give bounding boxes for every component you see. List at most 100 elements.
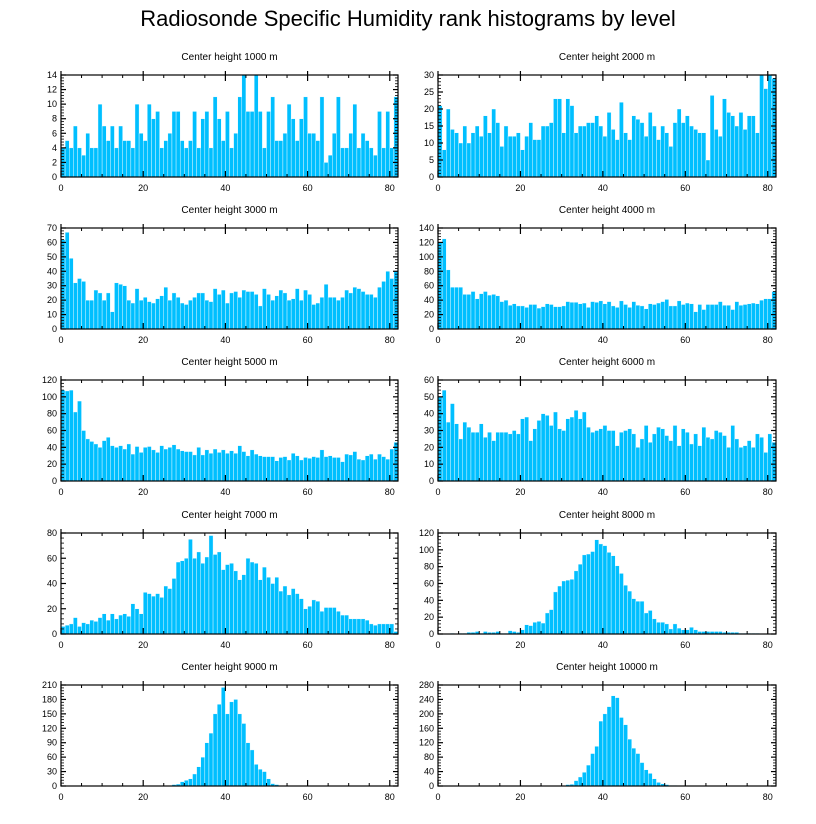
y-tick-label: 40 (424, 595, 434, 605)
histogram-bar (726, 112, 731, 178)
panel-title: Center height 8000 m (559, 510, 655, 521)
panel-2: Center height 2000 m 0 20 40 60 80 0 5 10 15 20 25 3… (424, 52, 777, 193)
y-tick-label: 50 (424, 392, 434, 402)
histogram-bar (557, 428, 562, 482)
y-tick-label: 120 (419, 528, 434, 538)
histogram-bar (225, 564, 230, 635)
histogram-bar (610, 695, 616, 787)
histogram-bar (709, 438, 715, 482)
x-tick-label: 60 (303, 335, 313, 345)
histogram-bar (278, 457, 284, 482)
histogram-bar (118, 614, 123, 635)
histogram-bar (730, 425, 735, 482)
histogram-bar (586, 764, 591, 787)
histogram-bar (249, 449, 255, 482)
histogram-bar (356, 618, 362, 635)
y-tick-label: 25 (424, 87, 434, 97)
histogram-bar (697, 304, 703, 330)
histogram-bar (606, 552, 612, 635)
histogram-bar (200, 118, 206, 178)
histogram-bar (241, 723, 247, 787)
histogram-bar (278, 289, 284, 330)
histogram-bar (134, 446, 140, 482)
histogram-bar (200, 756, 206, 787)
histogram-bar (639, 600, 645, 635)
histogram-bar (221, 140, 226, 178)
histogram-bar (204, 299, 210, 330)
histogram-bar (327, 154, 333, 178)
y-tick-label: 8 (52, 114, 57, 124)
histogram-bar (573, 132, 579, 178)
histogram-bar (138, 613, 144, 635)
y-tick-label: 240 (419, 694, 434, 704)
histogram-bar (524, 416, 529, 482)
histogram-bar (598, 543, 604, 635)
histogram-bar (295, 455, 300, 482)
y-tick-label: 40 (424, 767, 434, 777)
histogram-bar (262, 771, 267, 787)
histogram-bar (685, 302, 690, 330)
histogram-bar (701, 132, 707, 178)
x-tick-label: 40 (598, 335, 608, 345)
histogram-bar (352, 103, 358, 178)
histogram-bar (656, 622, 661, 635)
histogram-bar (229, 292, 234, 330)
histogram-bar (295, 288, 300, 330)
histogram-bar (101, 125, 107, 178)
y-tick-label: 100 (419, 252, 434, 262)
panel-5: Center height 5000 m 0 20 40 60 80 0 20 40 60 80 10… (42, 357, 399, 497)
histogram-bar (299, 118, 304, 178)
histogram-bar (93, 443, 99, 482)
histogram-bar (373, 458, 378, 482)
histogram-bar (245, 455, 251, 482)
histogram-bar (648, 303, 653, 330)
histogram-bar (561, 305, 566, 330)
y-tick-label: 20 (424, 442, 434, 452)
histogram-bar (114, 618, 119, 635)
histogram-bar (110, 445, 115, 482)
histogram-bar (225, 111, 230, 178)
histogram-bar (466, 426, 472, 482)
histogram-bar (474, 298, 480, 330)
y-tick-label: 15 (424, 121, 434, 131)
histogram-bar (266, 294, 271, 330)
x-tick-label: 80 (763, 335, 773, 345)
histogram-bar (138, 452, 144, 482)
histogram-bar (536, 307, 542, 330)
panel-title: Center height 3000 m (181, 205, 277, 216)
histogram-bar (179, 140, 185, 178)
histogram-bar (344, 147, 349, 178)
histogram-bar (369, 294, 374, 330)
histogram-bar (553, 98, 558, 178)
histogram-bar (446, 108, 451, 178)
histogram-bar (643, 308, 649, 330)
histogram-bar (221, 687, 226, 787)
histogram-bar (664, 435, 670, 482)
histogram-bar (577, 776, 583, 787)
histogram-bar (746, 303, 752, 330)
histogram-bar (474, 431, 480, 482)
histogram-bar (126, 443, 132, 482)
histogram-bar (594, 746, 599, 787)
x-tick-label: 20 (515, 792, 525, 802)
histogram-bar (639, 122, 645, 178)
histogram-bar (89, 147, 95, 178)
histogram-bar (771, 78, 777, 178)
histogram-bar (528, 122, 534, 178)
histogram-bar (258, 111, 263, 178)
histogram-bar (278, 590, 284, 635)
histogram-bar (577, 303, 583, 330)
x-tick-label: 0 (435, 640, 440, 650)
histogram-bar (660, 428, 665, 482)
histogram-bar (315, 302, 321, 330)
histogram-bar (676, 445, 682, 482)
histogram-bar (241, 74, 247, 178)
panel-6: Center height 6000 m 0 20 40 60 80 0 10 20 30 40 50… (424, 357, 777, 497)
histogram-bar (122, 613, 127, 635)
histogram-bar (249, 111, 255, 178)
histogram-bar (184, 147, 189, 178)
histogram-bar (470, 291, 476, 330)
x-tick-label: 60 (680, 792, 690, 802)
histogram-bar (524, 624, 529, 635)
histogram-bar (652, 125, 657, 178)
